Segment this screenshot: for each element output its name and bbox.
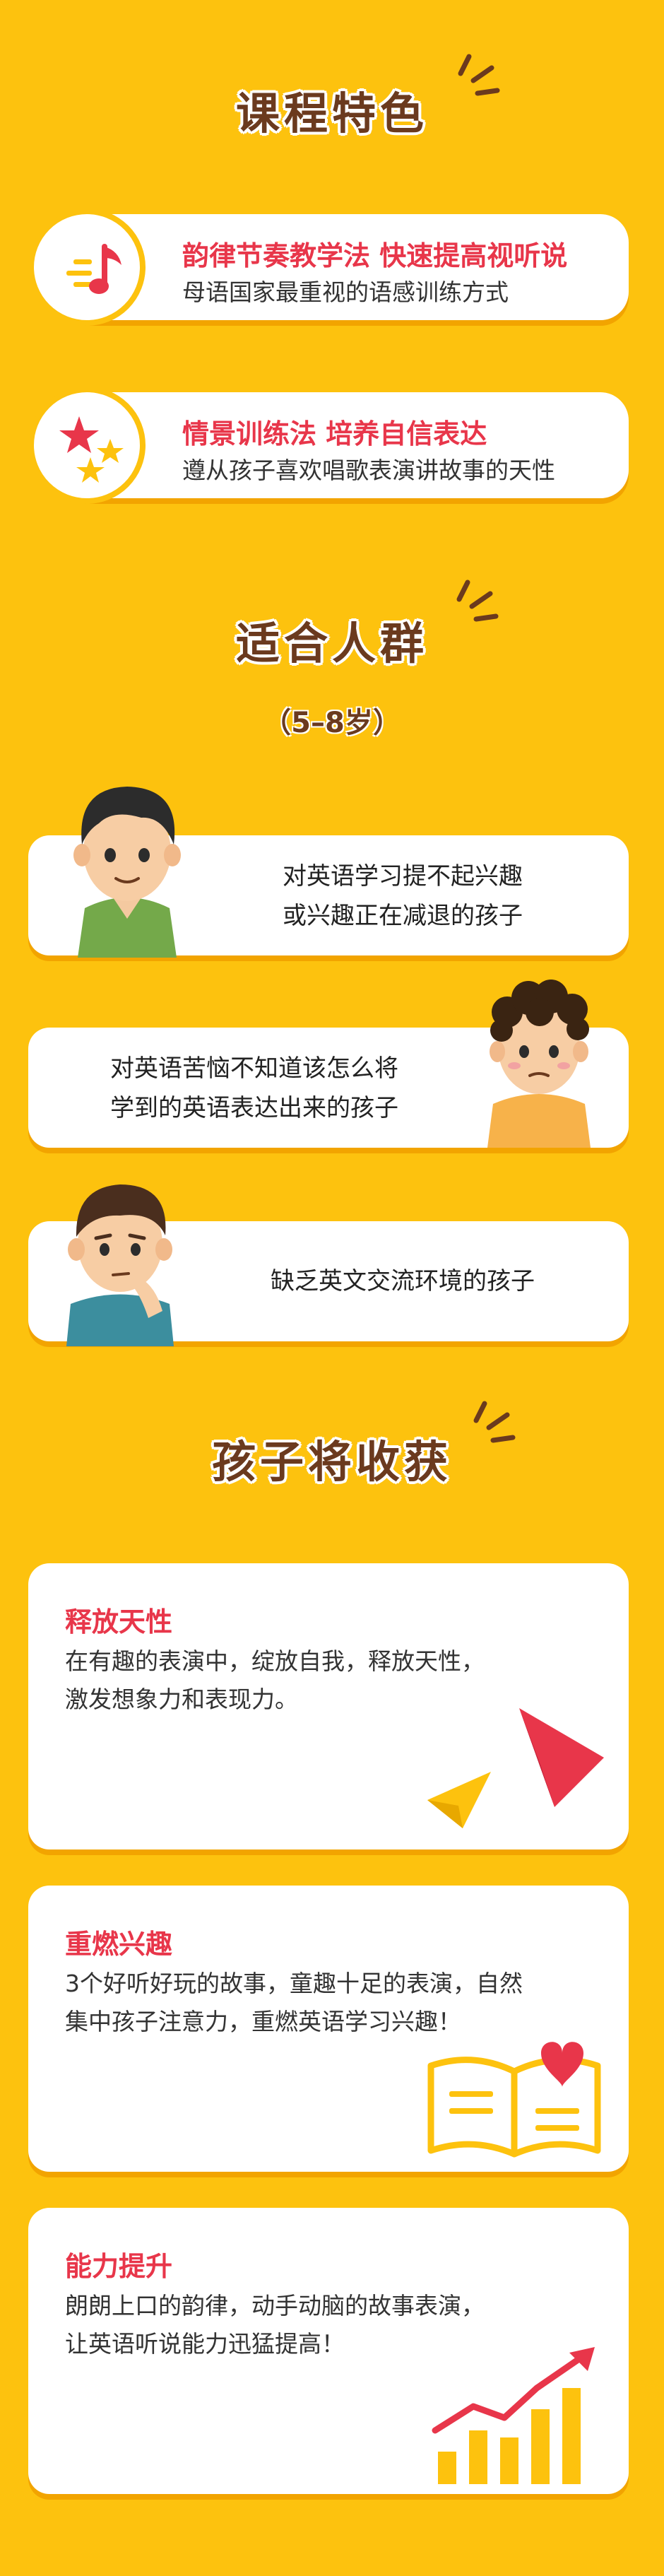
stars-icon	[59, 416, 124, 483]
gain-text-line: 3个好听好玩的故事，童趣十足的表演，自然	[65, 1970, 523, 1997]
gain-text-line: 集中孩子注意力，重燃英语学习兴趣！	[65, 2008, 461, 2035]
feature-description: 遵从孩子喜欢唱歌表演讲故事的天性	[182, 457, 555, 484]
feature-icon-circle	[28, 208, 146, 326]
audience-text: 对英语苦恼不知道该怎么将 学到的英语表达出来的孩子	[110, 1054, 398, 1122]
feature-title: 韵律节奏教学法 快速提高视听说	[182, 240, 568, 271]
book-heart-icon	[427, 2042, 601, 2158]
boy-avatar	[73, 787, 181, 958]
feature-title: 情景训练法 培养自信表达	[182, 418, 487, 449]
features-section-title: 课程特色	[235, 88, 428, 139]
thinking-boy-avatar	[66, 1184, 174, 1346]
gain-title: 能力提升	[65, 2251, 173, 2282]
gain-text-line: 在有趣的表演中，绽放自我，释放天性，	[65, 1647, 485, 1675]
audience-age-range: （5–8岁）	[263, 707, 401, 739]
feature-card: 情景训练法 培养自信表达 遵从孩子喜欢唱歌表演讲故事的天性	[28, 387, 629, 504]
sparkle-icon	[458, 54, 500, 96]
growth-chart-icon	[432, 2347, 595, 2484]
feature-description: 母语国家最重视的语感训练方式	[182, 278, 509, 306]
sparkle-icon	[456, 580, 499, 622]
feature-icon-circle	[28, 387, 146, 504]
gain-text-line: 朗朗上口的韵律，动手动脑的故事表演，	[65, 2292, 485, 2319]
paper-plane-icon	[427, 1708, 604, 1828]
gain-card: 能力提升 朗朗上口的韵律，动手动脑的故事表演， 让英语听说能力迅猛提高！	[28, 2208, 629, 2494]
gain-card: 释放天性 在有趣的表演中，绽放自我，释放天性， 激发想象力和表现力。	[28, 1563, 629, 1849]
sparkle-icon	[473, 1401, 516, 1443]
gain-text-line: 激发想象力和表现力。	[65, 1686, 298, 1713]
gain-card: 重燃兴趣 3个好听好玩的故事，童趣十足的表演，自然 集中孩子注意力，重燃英语学习…	[28, 1886, 629, 2172]
gain-title: 释放天性	[65, 1606, 173, 1637]
gain-text-line: 让英语听说能力迅猛提高！	[65, 2330, 345, 2358]
gains-section-title: 孩子将收获	[211, 1436, 452, 1488]
gain-title: 重燃兴趣	[65, 1929, 173, 1960]
curly-hair-boy-avatar	[487, 980, 591, 1148]
audience-text: 缺乏英文交流环境的孩子	[271, 1267, 535, 1295]
feature-card: 韵律节奏教学法 快速提高视听说 母语国家最重视的语感训练方式	[28, 208, 629, 326]
audience-text: 对英语学习提不起兴趣 或兴趣正在减退的孩子	[283, 862, 523, 930]
music-note-icon	[66, 244, 121, 294]
audience-section-title: 适合人群	[235, 618, 428, 669]
